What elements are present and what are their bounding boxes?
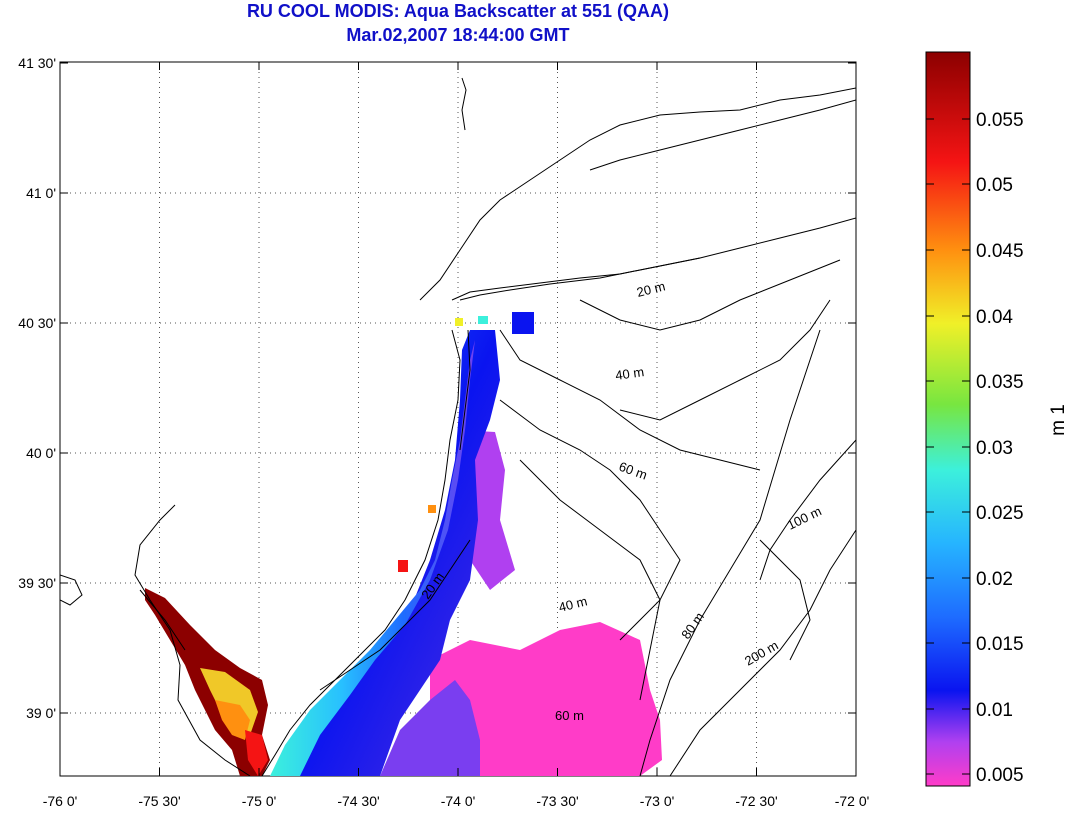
colorbar-gradient bbox=[925, 51, 971, 787]
x-tick-labels: -76 0' -75 30' -75 0' -74 30' -74 0' -73… bbox=[43, 793, 870, 809]
colorbar-tick-label: 0.055 bbox=[976, 110, 1024, 131]
tick-marks bbox=[59, 62, 857, 776]
contour-20m bbox=[499, 329, 761, 471]
delaware-coast bbox=[134, 504, 251, 776]
low-backscatter-patch bbox=[430, 622, 662, 776]
contour-40m bbox=[499, 399, 681, 641]
colorbar-tick-label: 0.05 bbox=[976, 175, 1013, 196]
contour-label-20m-north: 20 m bbox=[635, 278, 667, 300]
coastal-plume bbox=[290, 330, 500, 776]
y-tick-label: 41 0' bbox=[26, 185, 56, 201]
coastal-pixel bbox=[512, 312, 534, 334]
colorbar-tick-label: 0.01 bbox=[976, 700, 1013, 721]
colorbar: 0.055 0.05 0.045 0.04 0.035 0.03 0.025 0… bbox=[925, 51, 1069, 787]
colorbar-tick-label: 0.025 bbox=[976, 503, 1024, 524]
x-tick-label: -73 30' bbox=[536, 793, 578, 809]
y-tick-label: 39 30' bbox=[18, 575, 56, 591]
map-subtitle: Mar.02,2007 18:44:00 GMT bbox=[346, 25, 570, 45]
x-tick-label: -75 0' bbox=[242, 793, 277, 809]
x-tick-label: -73 0' bbox=[640, 793, 675, 809]
coastal-pixel bbox=[478, 316, 488, 324]
backscatter-field bbox=[145, 312, 662, 776]
y-tick-label: 39 0' bbox=[26, 705, 56, 721]
y-tick-label: 40 0' bbox=[26, 445, 56, 461]
colorbar-ticks bbox=[926, 118, 970, 775]
colorbar-tick-label: 0.03 bbox=[976, 438, 1013, 459]
x-tick-label: -75 30' bbox=[138, 793, 180, 809]
colorbar-label: m 1 bbox=[1048, 404, 1069, 436]
long-island-north-shore bbox=[419, 87, 856, 301]
x-tick-label: -72 30' bbox=[735, 793, 777, 809]
colorbar-tick-label: 0.04 bbox=[976, 307, 1013, 328]
colorbar-tick-label: 0.045 bbox=[976, 241, 1024, 262]
delaware-bay-orange bbox=[215, 700, 250, 740]
coastline-and-contours bbox=[60, 77, 856, 776]
map-title: RU COOL MODIS: Aqua Backscatter at 551 (… bbox=[246, 1, 670, 21]
contour-label-60m-south: 60 m bbox=[555, 708, 584, 723]
coastal-pixel bbox=[428, 505, 436, 513]
y-tick-labels: 41 30' 41 0' 40 30' 40 0' 39 30' 39 0' bbox=[18, 55, 56, 721]
y-tick-label: 41 30' bbox=[18, 55, 56, 71]
colorbar-tick-label: 0.035 bbox=[976, 372, 1024, 393]
y-tick-label: 40 30' bbox=[18, 315, 56, 331]
contour-100m bbox=[759, 439, 856, 581]
x-tick-label: -74 30' bbox=[337, 793, 379, 809]
contour-label-40m-south: 40 m bbox=[557, 593, 589, 615]
x-tick-label: -74 0' bbox=[441, 793, 476, 809]
colorbar-tick-label: 0.02 bbox=[976, 569, 1013, 590]
colorbar-tick-label: 0.015 bbox=[976, 634, 1024, 655]
contour-60m bbox=[519, 459, 661, 701]
contour-label-40m-north: 40 m bbox=[614, 364, 645, 383]
bay-mouth-red bbox=[245, 730, 268, 776]
x-tick-label: -72 0' bbox=[835, 793, 870, 809]
nj-coastline bbox=[261, 329, 461, 776]
x-tick-label: -76 0' bbox=[43, 793, 78, 809]
contour-80m bbox=[639, 329, 821, 776]
colorbar-tick-label: 0.005 bbox=[976, 765, 1024, 786]
coastal-pixel bbox=[398, 560, 408, 572]
coastal-pixel bbox=[455, 318, 463, 326]
contour-200m bbox=[669, 529, 856, 776]
mid-shelf-band bbox=[380, 680, 480, 776]
